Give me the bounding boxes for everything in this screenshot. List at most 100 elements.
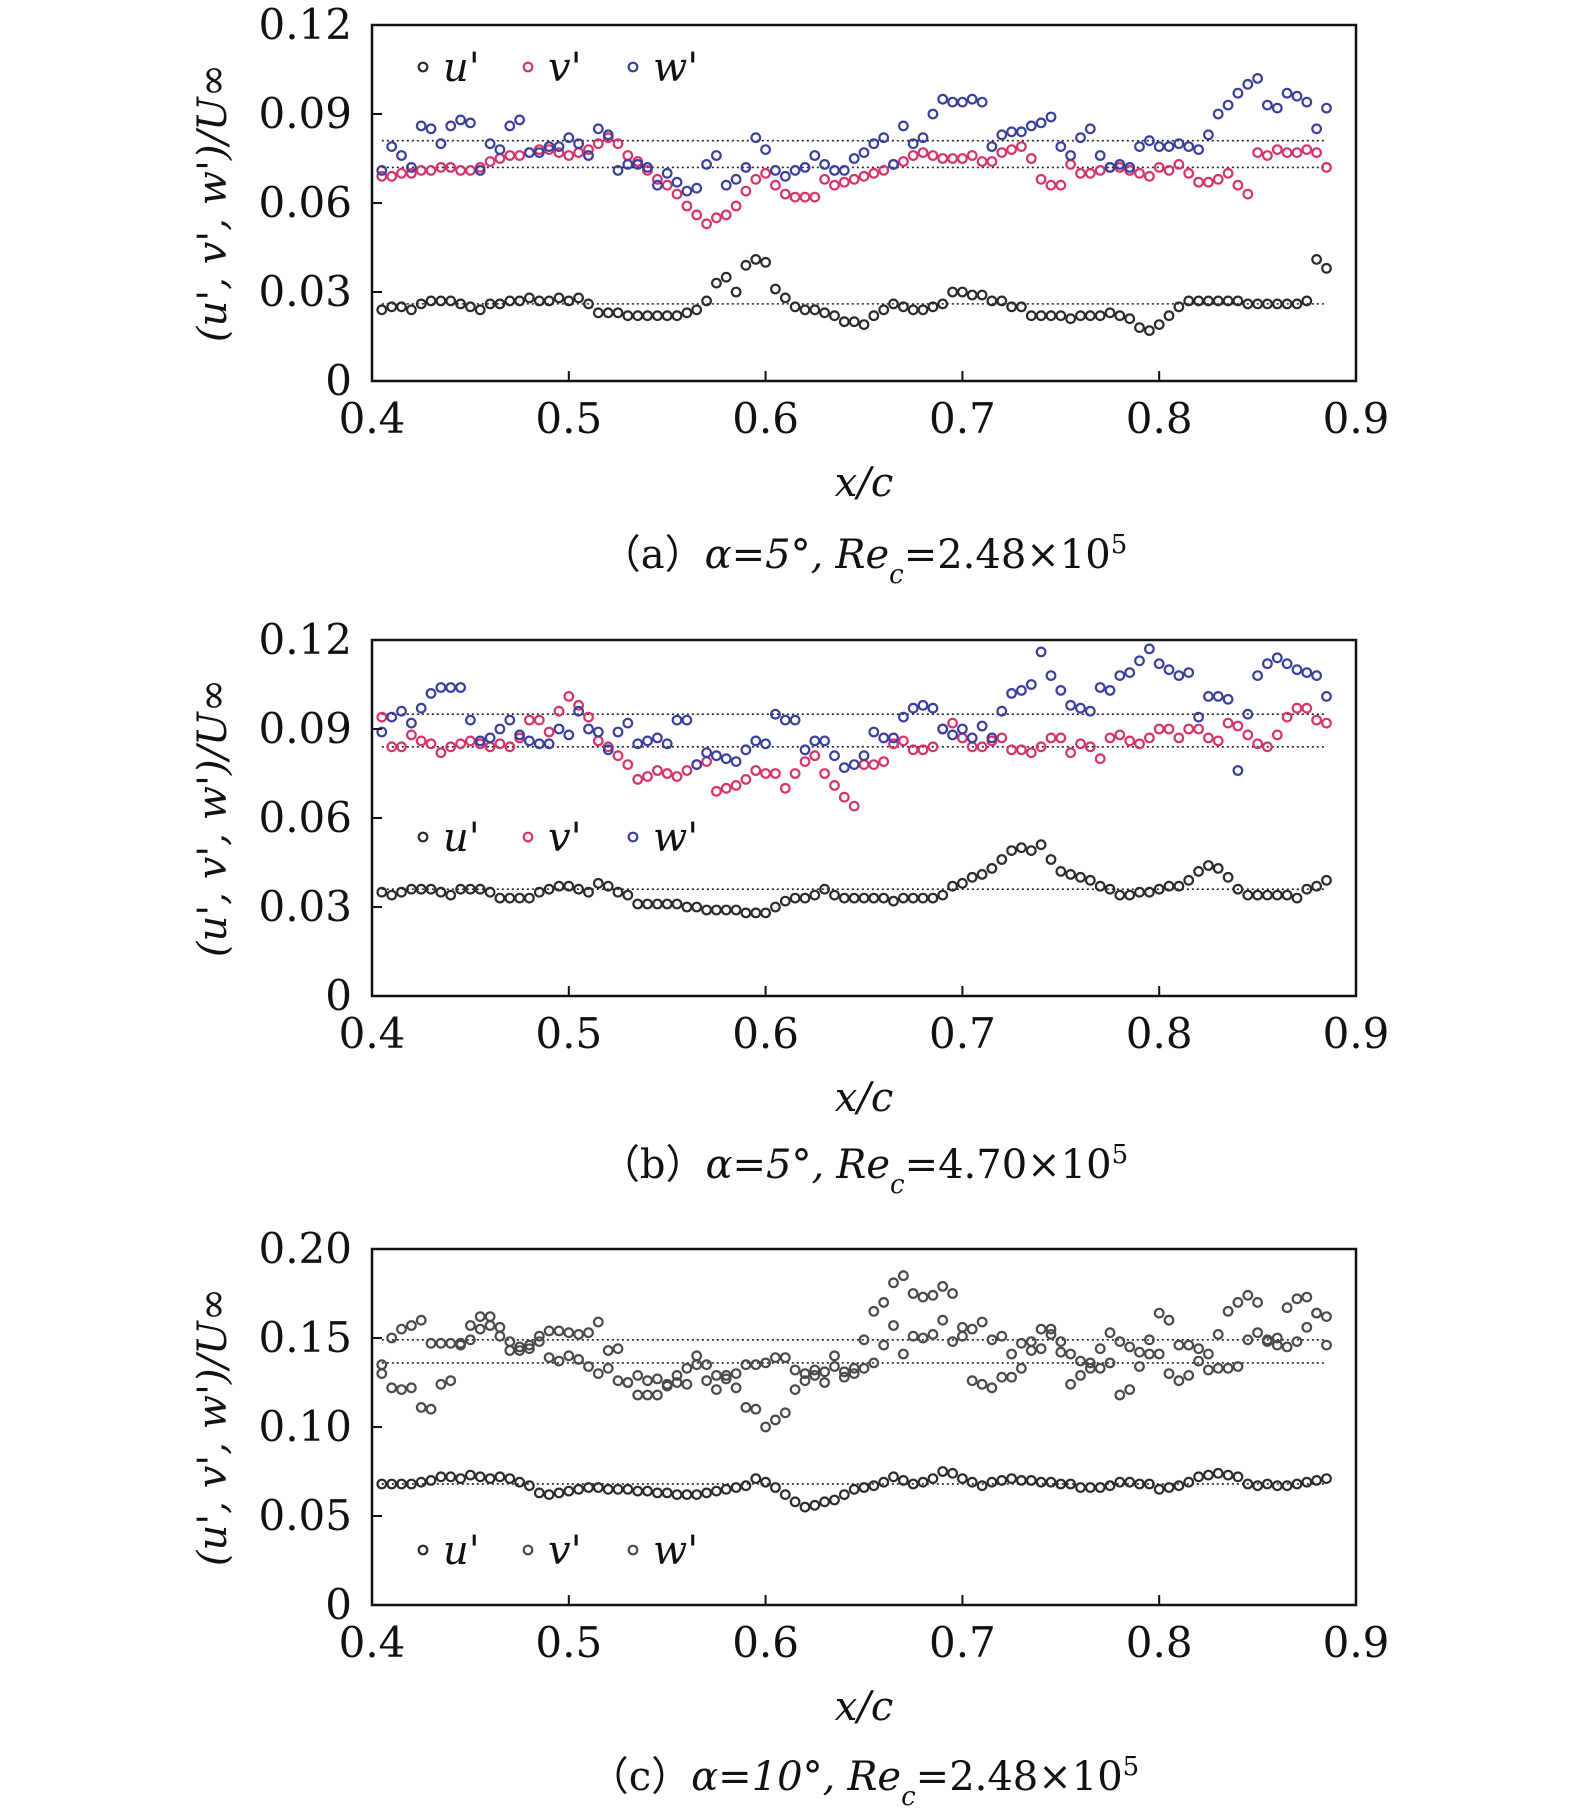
panel-a-point-w bbox=[1222, 99, 1234, 111]
panel-c-point-u bbox=[1183, 1476, 1195, 1488]
panel-b-point-u bbox=[632, 898, 644, 910]
panel-b-point-w bbox=[819, 735, 830, 747]
panel-c-point-w bbox=[661, 1380, 673, 1392]
panel-c-point-v bbox=[1065, 1378, 1076, 1390]
panel-b-point-w bbox=[1193, 711, 1204, 723]
panel-b-point-w bbox=[425, 688, 437, 699]
panel-c-legend-label-w: w' bbox=[653, 1528, 698, 1574]
panel-a-point-v bbox=[415, 164, 427, 176]
panel-b-point-u bbox=[1173, 880, 1185, 892]
panel-b-point-u bbox=[868, 892, 880, 904]
panel-c-point-w bbox=[1134, 1346, 1145, 1358]
panel-a-point-w bbox=[1075, 132, 1086, 144]
panel-b-point-w bbox=[809, 735, 821, 747]
panel-c-point-u bbox=[858, 1482, 870, 1493]
panel-a-point-w bbox=[1084, 123, 1096, 135]
panel-b-point-v bbox=[927, 741, 939, 753]
panel-b-point-u bbox=[543, 883, 555, 895]
panel-a-legend-marker-v bbox=[522, 61, 534, 73]
panel-b-point-u bbox=[504, 892, 516, 904]
panel-b-point-w bbox=[1232, 765, 1244, 776]
panel-b-point-w bbox=[799, 744, 811, 756]
panel-b-point-u bbox=[986, 863, 998, 874]
panel-c-point-v bbox=[1252, 1327, 1263, 1339]
panel-b-point-w bbox=[1045, 670, 1057, 681]
panel-b-point-w bbox=[1035, 646, 1047, 658]
panel-a-point-v bbox=[406, 167, 417, 179]
panel-b-point-w bbox=[681, 714, 693, 726]
panel-c-point-w bbox=[779, 1352, 791, 1363]
panel-b-point-u bbox=[1153, 883, 1165, 895]
panel-a-point-u bbox=[838, 316, 850, 328]
panel-c-point-w bbox=[386, 1332, 398, 1344]
panel-a-point-u bbox=[1124, 313, 1136, 325]
panel-a-point-u bbox=[406, 304, 417, 316]
panel-b-point-w bbox=[524, 735, 535, 747]
panel-c-legend-label-u: u' bbox=[443, 1528, 480, 1574]
panel-a-point-u bbox=[376, 304, 388, 316]
panel-a-point-w bbox=[1281, 87, 1293, 99]
panel-a-point-w bbox=[986, 141, 998, 153]
panel-b-point-u bbox=[415, 883, 427, 895]
panel-c-point-w bbox=[907, 1288, 919, 1299]
panel-c-point-u bbox=[1134, 1478, 1145, 1490]
panel-b-point-u bbox=[1114, 889, 1126, 901]
panel-b-point-w bbox=[1321, 691, 1332, 702]
panel-b-ticks bbox=[371, 639, 1357, 997]
panel-b-caption-re-sub: c bbox=[890, 1170, 905, 1200]
panel-c-xlabel: x/c bbox=[835, 1684, 893, 1730]
panel-c-xtick-label: 0.4 bbox=[339, 1618, 406, 1667]
panel-c-ytick-label: 0.15 bbox=[258, 1313, 352, 1362]
panel-b-point-w bbox=[543, 738, 555, 750]
panel-b-point-v bbox=[681, 765, 693, 776]
panel-a-point-u bbox=[1143, 325, 1155, 337]
panel-c-point-v bbox=[602, 1362, 614, 1374]
panel-a-xtick-label: 0.7 bbox=[929, 394, 996, 443]
panel-b-point-w bbox=[533, 738, 545, 750]
panel-a-ytick-label: 0.12 bbox=[258, 0, 352, 49]
panel-b-point-w bbox=[1016, 685, 1027, 696]
panel-a-point-u bbox=[1025, 310, 1037, 322]
panel-b-point-v bbox=[711, 785, 722, 797]
panel-b-point-u bbox=[898, 892, 909, 904]
panel-c-point-v bbox=[1025, 1345, 1037, 1356]
panel-b-point-v bbox=[947, 717, 958, 729]
panel-b-point-u bbox=[465, 883, 476, 895]
panel-a-point-u bbox=[1242, 298, 1254, 310]
panel-a-point-v bbox=[1045, 179, 1057, 191]
panel-a-point-v bbox=[563, 150, 575, 161]
panel-b-point-w bbox=[671, 714, 683, 726]
panel-b-xlabel: x/c bbox=[835, 1075, 893, 1121]
panel-a-point-u bbox=[445, 295, 457, 307]
panel-c-point-v bbox=[681, 1362, 693, 1374]
panel-a-point-w bbox=[789, 164, 801, 176]
panel-b-point-v bbox=[770, 768, 781, 779]
panel-b-point-w bbox=[632, 738, 644, 750]
panel-b-point-w bbox=[868, 726, 880, 738]
panel-c-point-v bbox=[1104, 1357, 1116, 1369]
panel-b-point-w bbox=[1075, 702, 1086, 714]
panel-c-legend-marker-v bbox=[522, 1544, 534, 1556]
panel-c-point-v bbox=[1193, 1355, 1204, 1367]
panel-a-point-v bbox=[701, 218, 712, 230]
panel-c-point-w bbox=[1143, 1334, 1155, 1346]
panel-a-point-w bbox=[878, 132, 890, 144]
panel-c-point-v bbox=[848, 1368, 860, 1379]
panel-a-point-v bbox=[1242, 188, 1254, 200]
panel-a-point-v bbox=[1035, 173, 1047, 185]
panel-c-point-u bbox=[1114, 1476, 1126, 1488]
panel-a-frame bbox=[370, 23, 1358, 383]
panel-b-point-w bbox=[396, 705, 407, 717]
panel-b-point-v bbox=[455, 738, 467, 750]
panel-c-point-w bbox=[1183, 1339, 1195, 1351]
panel-a-point-w bbox=[494, 144, 506, 156]
panel-c-point-u bbox=[661, 1487, 673, 1499]
panel-a-point-w bbox=[386, 141, 398, 153]
panel-c-point-v bbox=[504, 1336, 516, 1347]
panel-a-point-w bbox=[514, 114, 525, 126]
panel-a-point-u bbox=[1291, 298, 1303, 310]
panel-a-point-u bbox=[691, 304, 703, 316]
panel-c-point-v bbox=[1321, 1311, 1332, 1322]
panel-c-point-w bbox=[445, 1337, 457, 1349]
panel-a-point-v bbox=[435, 161, 447, 173]
